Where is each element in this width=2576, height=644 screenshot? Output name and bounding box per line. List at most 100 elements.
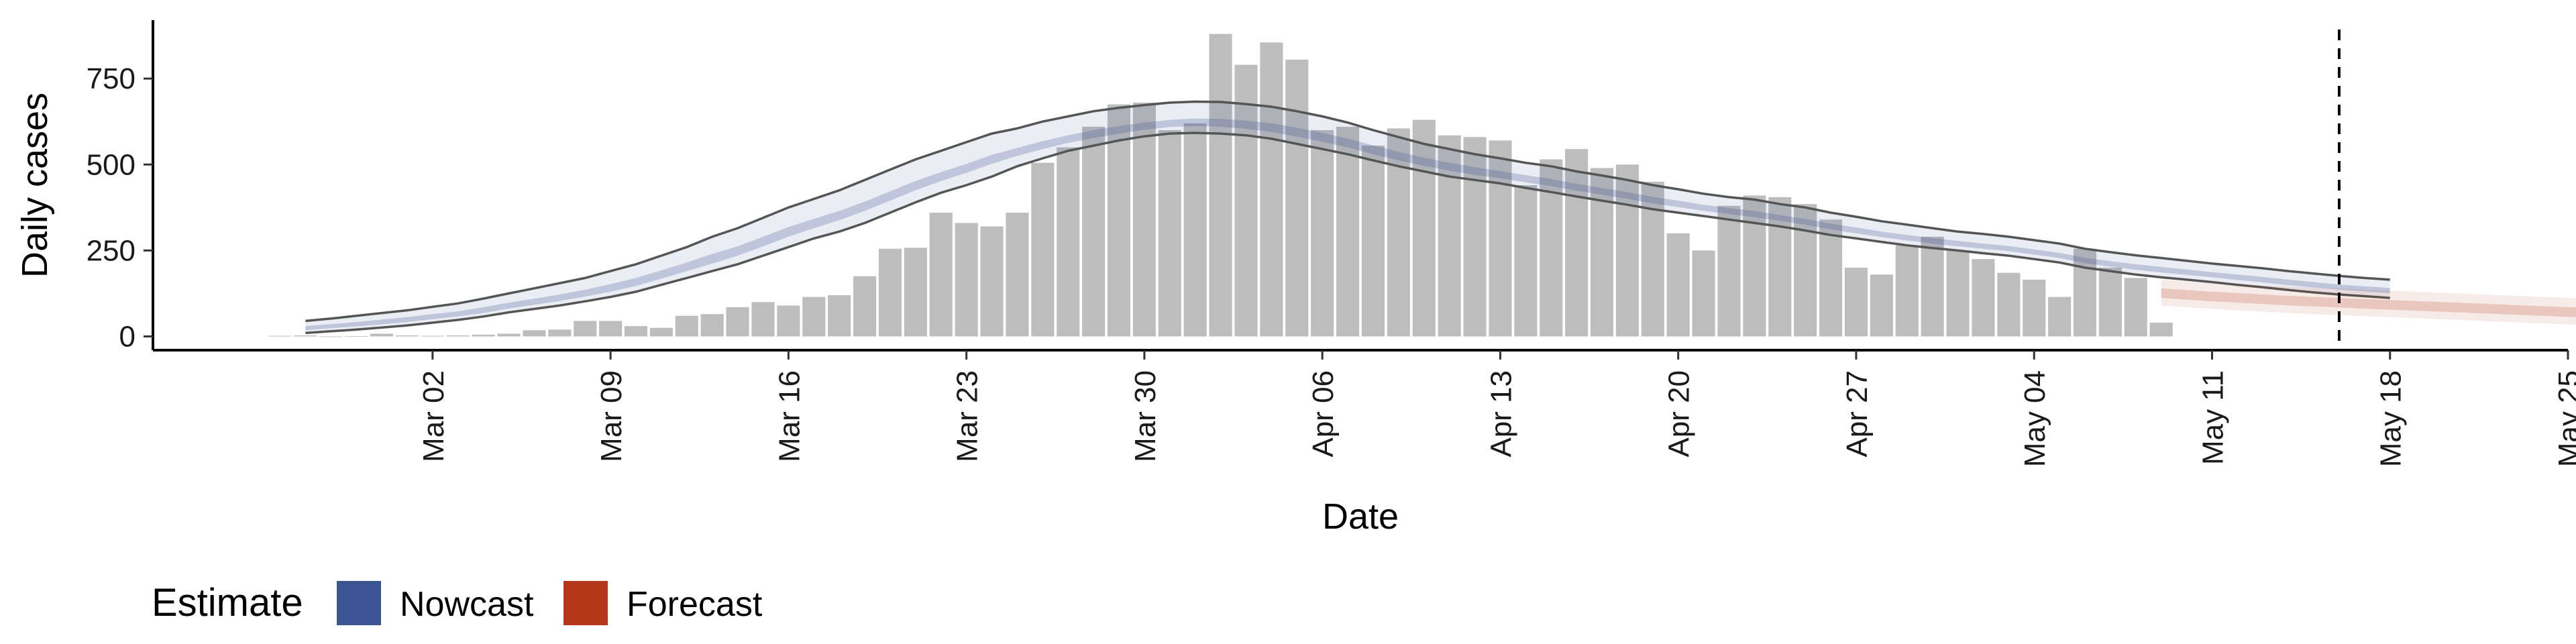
axes-group: 0 250 500 750 Mar 02 Mar 09 Mar 16 Mar 23 Mar 30… [87, 20, 2576, 467]
bar [1844, 268, 1868, 337]
bar [1972, 259, 1995, 337]
bar [1819, 219, 1843, 337]
bar [1209, 34, 1232, 337]
bar [395, 335, 419, 337]
y-tick-label: 750 [87, 62, 136, 95]
x-tick-label: Apr 13 [1485, 370, 1517, 458]
nowcast-lower-line [305, 131, 2390, 335]
bar [421, 335, 444, 337]
x-tick-label: May 18 [2375, 370, 2408, 467]
x-tick-label: Mar 23 [951, 370, 984, 462]
bar [1692, 250, 1715, 337]
x-tick-label: Mar 02 [417, 370, 450, 462]
bar [853, 276, 877, 337]
bar [675, 315, 698, 337]
bar [700, 314, 724, 337]
bar [1057, 147, 1080, 337]
bar [1336, 126, 1360, 337]
bar [497, 333, 521, 337]
bar [1260, 42, 1283, 337]
bar [523, 330, 546, 337]
x-tick-label: Mar 16 [773, 370, 806, 462]
bar [1794, 204, 1817, 337]
bar [1590, 168, 1613, 337]
bar [1463, 137, 1487, 337]
bar [777, 305, 800, 337]
bar [1132, 103, 1156, 337]
bar [1743, 195, 1766, 337]
bar [1717, 205, 1741, 337]
y-tick-label: 500 [87, 148, 136, 181]
bar [1895, 245, 1919, 337]
legend: Estimate Nowcast Forecast [152, 581, 763, 625]
bar [1006, 213, 1029, 337]
bar [1768, 197, 1792, 337]
bar [2073, 248, 2096, 337]
bar [472, 334, 495, 337]
bar [955, 223, 978, 337]
legend-label-forecast: Forecast [627, 585, 763, 624]
x-tick-label: May 11 [2196, 370, 2229, 465]
x-tick-label: Apr 20 [1663, 370, 1696, 458]
bar [1946, 250, 1970, 337]
x-tick-label: May 04 [2019, 370, 2051, 467]
bar [828, 295, 851, 337]
bar [1997, 272, 2021, 337]
bar [726, 307, 749, 337]
bar [1361, 146, 1385, 337]
bar [1514, 185, 1538, 337]
bar [446, 335, 470, 337]
bar [751, 302, 775, 337]
forecast-inner-band [2161, 288, 2576, 317]
x-axis-title: Date [1322, 496, 1399, 537]
legend-label-nowcast: Nowcast [400, 585, 534, 624]
bar [1082, 126, 1106, 337]
bar [2098, 268, 2122, 337]
bar [1234, 64, 1258, 337]
x-tick-label: May 25 [2553, 370, 2576, 467]
bar [268, 335, 292, 337]
bar [370, 333, 394, 337]
bar [599, 321, 623, 337]
bar [624, 326, 647, 337]
bar [1489, 140, 1512, 337]
bar [1387, 128, 1410, 337]
bar [1311, 130, 1334, 337]
legend-key-forecast [564, 581, 608, 625]
nowcast-group [305, 100, 2390, 335]
bar [649, 327, 673, 337]
bar [980, 226, 1004, 337]
nowcast-upper-line [305, 100, 2390, 323]
x-tick-label: Mar 09 [595, 370, 628, 462]
y-tick-label: 0 [119, 321, 136, 354]
legend-title: Estimate [152, 581, 303, 625]
bar [1031, 162, 1055, 337]
bar [2149, 323, 2173, 337]
bar [294, 335, 317, 337]
bar [2124, 278, 2147, 337]
bar [345, 336, 368, 337]
forecast-group [2161, 279, 2576, 325]
x-tick-label: Apr 27 [1841, 370, 1874, 458]
bar [574, 321, 597, 337]
bars-group [268, 34, 2173, 337]
bar [1615, 164, 1639, 337]
bar [1412, 119, 1436, 337]
forecast-outer-band [2161, 279, 2576, 325]
bar [802, 297, 826, 337]
x-tick-label: Apr 06 [1307, 370, 1340, 458]
bar [878, 248, 902, 337]
bar [904, 248, 927, 337]
bar [2048, 297, 2072, 337]
bar [1870, 274, 1893, 337]
bar [1666, 233, 1690, 337]
y-axis-title: Daily cases [15, 93, 55, 278]
x-tick-label: Mar 30 [1129, 370, 1162, 462]
bar [1540, 159, 1563, 337]
bar [929, 213, 953, 337]
legend-key-nowcast [337, 581, 381, 625]
bar [2023, 279, 2046, 337]
bar [1285, 59, 1309, 337]
